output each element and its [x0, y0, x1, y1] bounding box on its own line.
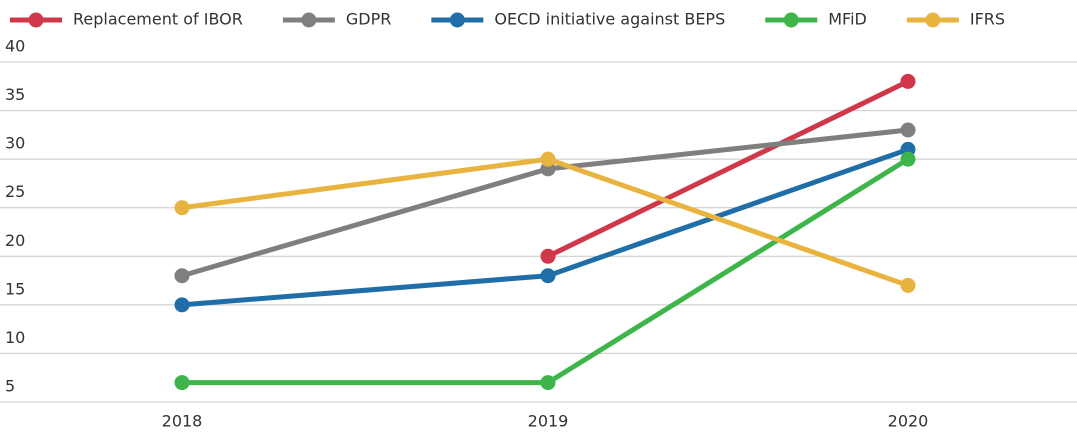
data-point [174, 200, 190, 216]
y-tick-label: 10 [5, 328, 25, 347]
legend-label: Replacement of IBOR [73, 10, 243, 29]
data-point [900, 122, 916, 138]
y-tick-label: 5 [5, 377, 15, 396]
legend-label: IFRS [970, 10, 1005, 29]
x-tick-label: 2018 [162, 412, 203, 431]
data-point [174, 268, 190, 284]
legend-dot [783, 12, 799, 28]
data-point [540, 248, 556, 264]
data-point [174, 375, 190, 391]
y-tick-label: 35 [5, 85, 25, 104]
legend-dot [925, 12, 941, 28]
series-line [546, 79, 910, 259]
x-tick-label: 2020 [888, 412, 929, 431]
data-point [540, 375, 556, 391]
data-point [174, 297, 190, 313]
data-point [900, 277, 916, 293]
y-tick-label: 40 [5, 37, 25, 56]
y-tick-label: 20 [5, 231, 25, 250]
data-point [900, 73, 916, 89]
data-point [900, 151, 916, 167]
data-point [540, 151, 556, 167]
legend-label: OECD initiative against BEPS [494, 10, 725, 29]
series-line [181, 156, 909, 288]
x-tick-label: 2019 [528, 412, 569, 431]
legend-dot [449, 12, 465, 28]
data-point [540, 268, 556, 284]
legend-dot [28, 12, 44, 28]
legend-label: GDPR [346, 10, 391, 29]
y-tick-label: 15 [5, 279, 25, 298]
y-tick-label: 25 [5, 182, 25, 201]
y-tick-label: 30 [5, 134, 25, 153]
legend-dot [301, 12, 317, 28]
legend-label: MFiD [828, 10, 867, 29]
